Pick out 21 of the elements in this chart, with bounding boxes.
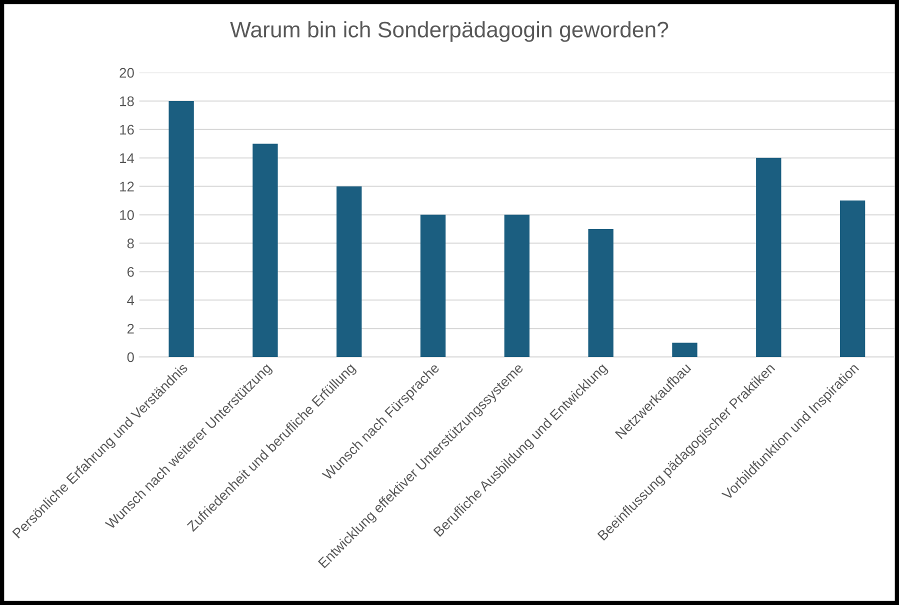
bar	[336, 186, 362, 357]
bar	[504, 214, 530, 357]
y-tick-label: 6	[127, 266, 134, 277]
bar	[588, 228, 614, 357]
bar	[756, 158, 782, 357]
y-tick-label: 14	[120, 153, 134, 163]
y-tick-label: 20	[120, 68, 134, 78]
y-tick-label: 0	[127, 352, 134, 362]
y-tick-label: 18	[120, 96, 134, 106]
chart-title: Warum bin ich Sonderpädagogin geworden?	[230, 21, 668, 42]
y-tick-label: 16	[120, 124, 134, 135]
y-tick-label: 2	[127, 324, 134, 334]
bar	[672, 342, 698, 357]
y-tick-label: 8	[127, 238, 134, 248]
y-tick-label: 10	[120, 210, 134, 220]
bar	[420, 214, 446, 357]
y-tick-label: 12	[120, 182, 134, 192]
bar	[252, 144, 278, 357]
y-tick-label: 4	[127, 296, 134, 306]
bar	[168, 101, 194, 357]
bar	[840, 200, 866, 357]
